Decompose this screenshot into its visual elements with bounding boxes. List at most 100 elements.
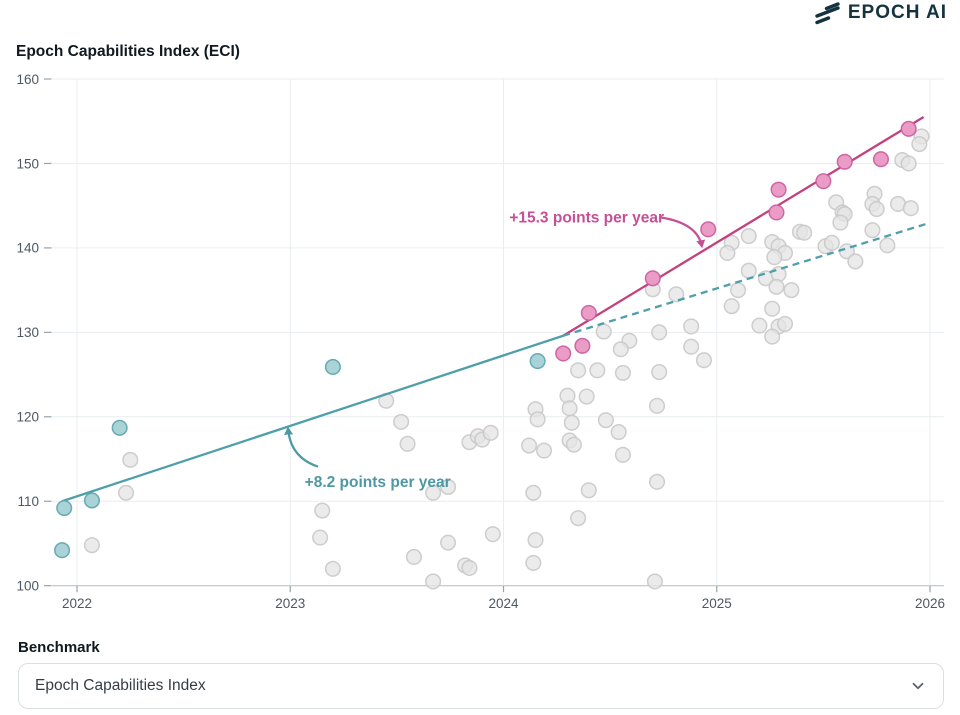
all-models-point[interactable] <box>405 548 422 566</box>
y-tick-label: 120 <box>16 410 39 425</box>
frontier-pre-2024-point[interactable] <box>529 353 546 370</box>
all-models-point[interactable] <box>723 298 740 315</box>
frontier-post-2024-point[interactable] <box>700 221 717 238</box>
all-models-point[interactable] <box>864 222 881 239</box>
all-models-point[interactable] <box>482 424 499 441</box>
all-models-point[interactable] <box>648 473 666 490</box>
benchmark-select[interactable]: Epoch Capabilities Index <box>18 663 944 709</box>
frontier-post-2024-point[interactable] <box>770 181 787 198</box>
all-models-point[interactable] <box>668 286 685 303</box>
frontier-post-2024-point[interactable] <box>574 337 591 354</box>
all-models-point[interactable] <box>570 362 587 379</box>
eci-chart[interactable]: 100 110 120 130 140 150 160 2022 2023 2024 2025 202… <box>0 0 960 622</box>
all-models-point[interactable] <box>393 413 410 430</box>
all-models-point[interactable] <box>461 559 478 577</box>
all-models-point[interactable] <box>595 323 612 340</box>
all-models-point[interactable] <box>312 529 329 546</box>
all-models-point[interactable] <box>868 201 885 218</box>
frontier-pre-2024-point[interactable] <box>83 492 100 509</box>
annotation-arrow <box>661 216 706 249</box>
all-models-point[interactable] <box>832 214 849 231</box>
y-tick-label: 150 <box>16 156 39 171</box>
all-models-point[interactable] <box>740 262 757 279</box>
all-models-point[interactable] <box>740 228 757 245</box>
frontier-post-2024-point[interactable] <box>580 304 597 321</box>
all-models-point[interactable] <box>578 388 595 405</box>
all-models-point[interactable] <box>425 573 442 590</box>
all-models-point[interactable] <box>324 560 341 577</box>
all-models-point[interactable] <box>847 253 864 270</box>
all-models-point[interactable] <box>783 282 800 299</box>
all-models-point[interactable] <box>314 502 331 519</box>
chevron-down-icon <box>912 682 924 690</box>
all-models-point[interactable] <box>683 318 700 335</box>
all-models-point[interactable] <box>614 364 631 381</box>
benchmark-label: Benchmark <box>18 639 100 656</box>
all-models-point[interactable] <box>730 282 747 299</box>
all-models-point[interactable] <box>399 435 416 452</box>
all-models-point[interactable] <box>764 300 781 317</box>
all-models-point[interactable] <box>589 362 606 379</box>
all-models-point[interactable] <box>597 412 614 429</box>
all-models-point[interactable] <box>535 442 553 459</box>
frontier-post-2024-point[interactable] <box>836 153 853 170</box>
frontier-post-2024-point[interactable] <box>768 204 785 221</box>
y-tick-label: 140 <box>16 241 39 256</box>
all-models-point[interactable] <box>614 446 631 463</box>
all-models-point[interactable] <box>117 484 135 501</box>
all-models-point[interactable] <box>900 155 917 172</box>
epoch-ai-logo[interactable]: EPOCH AI <box>814 0 947 26</box>
all-models-point[interactable] <box>527 532 544 549</box>
frontier-post-2024-point[interactable] <box>872 151 890 168</box>
all-models-point[interactable] <box>561 400 578 417</box>
all-models-point[interactable] <box>776 315 794 332</box>
all-models-point[interactable] <box>612 341 629 358</box>
frontier-pre-2024-point[interactable] <box>54 542 71 559</box>
y-tick-label: 110 <box>17 494 39 509</box>
all-models-point[interactable] <box>646 573 663 590</box>
frontier-post-2024-point[interactable] <box>900 120 917 137</box>
frontier-pre-2024-point[interactable] <box>111 419 128 436</box>
annotation-label: +15.3 points per year <box>509 210 664 227</box>
frontier-pre-2024-point[interactable] <box>324 358 341 376</box>
all-models-point[interactable] <box>823 234 840 251</box>
all-models-point[interactable] <box>565 436 582 453</box>
all-models-point[interactable] <box>484 526 501 543</box>
all-models-point[interactable] <box>766 249 783 266</box>
frontier-post-2024-point[interactable] <box>555 345 572 362</box>
all-models-point[interactable] <box>695 352 713 369</box>
all-models-point[interactable] <box>570 510 587 527</box>
all-models-point[interactable] <box>440 478 457 495</box>
x-tick-label: 2023 <box>275 596 305 611</box>
annotation-arrow <box>284 426 319 468</box>
all-models-point[interactable] <box>683 338 700 355</box>
all-models-point[interactable] <box>764 328 781 345</box>
all-models-point[interactable] <box>525 484 542 501</box>
all-models-point[interactable] <box>796 224 813 241</box>
all-models-point[interactable] <box>525 554 542 571</box>
all-models-point[interactable] <box>719 244 736 262</box>
all-models-point[interactable] <box>902 200 919 217</box>
trend-8.2-extrapolation <box>562 222 929 337</box>
all-models-point[interactable] <box>563 414 580 431</box>
all-models-point[interactable] <box>751 317 768 334</box>
all-models-point[interactable] <box>122 451 139 468</box>
y-tick-label: 160 <box>16 72 39 87</box>
all-models-point[interactable] <box>440 534 457 551</box>
all-models-point[interactable] <box>521 437 538 454</box>
all-models-point[interactable] <box>651 324 668 341</box>
all-models-point[interactable] <box>529 411 546 428</box>
all-models-point[interactable] <box>610 423 627 441</box>
all-models-point[interactable] <box>911 135 928 153</box>
all-models-point[interactable] <box>879 237 896 254</box>
all-models-point[interactable] <box>83 537 100 554</box>
frontier-pre-2024-point[interactable] <box>56 499 73 517</box>
trend-8.2-per-year <box>61 334 564 503</box>
all-models-point[interactable] <box>648 397 666 414</box>
all-models-point[interactable] <box>768 278 785 295</box>
all-models-point[interactable] <box>651 363 668 381</box>
frontier-post-2024-point[interactable] <box>644 270 661 287</box>
all-models-point[interactable] <box>425 484 442 501</box>
all-models-point[interactable] <box>580 482 597 499</box>
frontier-post-2024-point[interactable] <box>815 173 832 190</box>
